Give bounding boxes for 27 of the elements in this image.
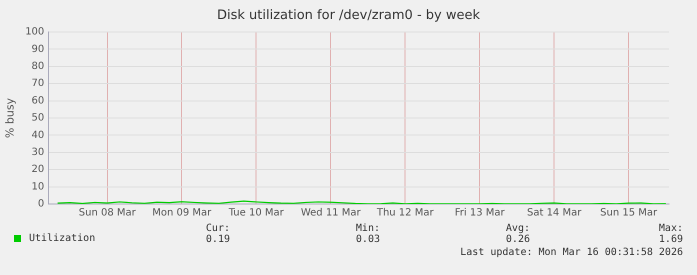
text: Last update: Mon Mar 16 00:31:58 2026 (460, 247, 683, 258)
y-axis-title: % busy (3, 97, 16, 138)
text: Cur: 0.19 (206, 223, 230, 245)
chart-title: Disk utilization for /dev/zram0 - by week (216, 8, 482, 23)
text: Max: 1.69 (658, 223, 683, 245)
legend-label: Utilization (28, 233, 96, 244)
x-tick-label: Sat 14 Mar (526, 208, 582, 219)
y-tick-label: 10 (32, 181, 44, 192)
text: Min: 0.03 (356, 223, 380, 245)
x-tick-label: Mon 09 Mar (152, 208, 212, 219)
x-tick-label: Fri 13 Mar (454, 208, 506, 219)
y-tick-label: 60 (32, 95, 44, 106)
x-tick-label: Tue 10 Mar (228, 208, 285, 219)
y-tick-label: 0 (38, 198, 44, 210)
x-tick-label: Sun 08 Mar (78, 208, 137, 219)
x-tick-label: Thu 12 Mar (376, 208, 434, 219)
y-tick-label: 30 (32, 146, 44, 158)
y-tick-label: 20 (32, 164, 44, 176)
y-tick-label: 90 (32, 44, 44, 55)
y-tick-label: 100 (25, 26, 44, 38)
x-tick-label: Sun 15 Mar (600, 208, 658, 219)
y-tick-label: 80 (32, 60, 44, 72)
x-tick-label: Wed 11 Mar (300, 208, 362, 219)
y-tick-label: 50 (32, 112, 44, 124)
text: Avg: 0.26 (506, 223, 530, 245)
y-tick-label: 70 (32, 78, 44, 90)
y-tick-label: 40 (32, 130, 44, 141)
